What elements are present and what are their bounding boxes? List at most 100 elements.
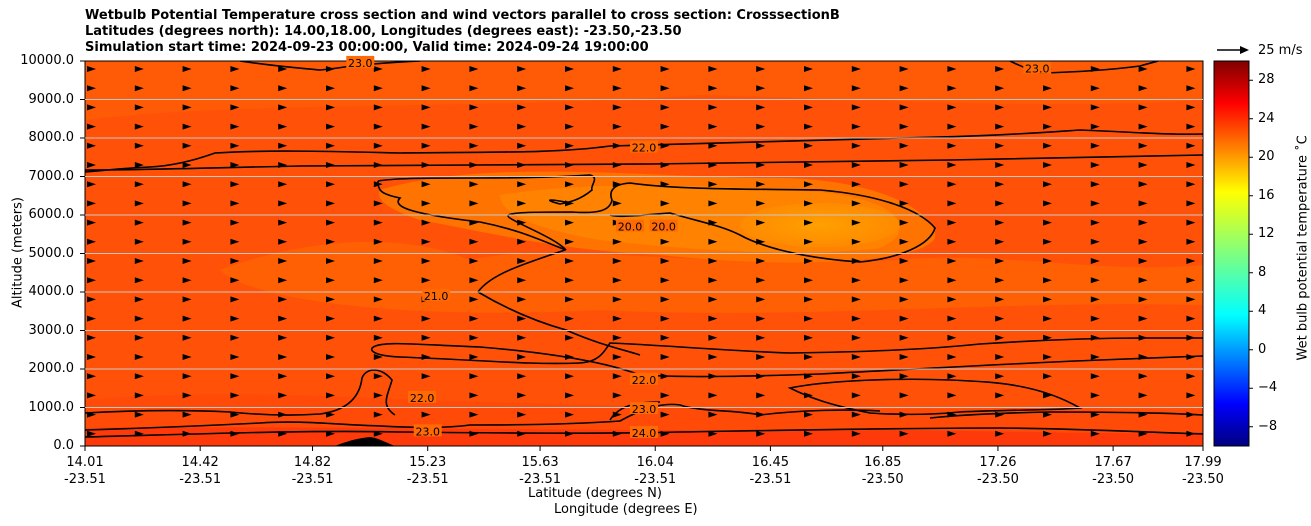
wind-arrow <box>373 142 383 149</box>
wind-arrow <box>995 238 1005 245</box>
wind-arrow <box>87 277 96 284</box>
wind-arrow <box>326 142 335 149</box>
wind-arrow <box>565 411 574 418</box>
wind-arrow <box>421 104 431 111</box>
quiver-key-label: 25 m/s <box>1258 43 1303 58</box>
wind-arrow <box>1090 162 1100 168</box>
y-tick-label: 4000.0 <box>28 284 75 299</box>
x-tick-label: 15.23 -23.51 <box>388 454 468 488</box>
x-tick-longitude: -23.50 <box>1092 472 1135 487</box>
wind-arrow <box>326 123 335 130</box>
wind-arrow <box>469 258 479 264</box>
wind-arrow <box>947 258 957 264</box>
wind-arrow <box>230 66 240 72</box>
wind-arrow <box>1138 238 1148 245</box>
x-tick-longitude: -23.51 <box>634 472 677 487</box>
wind-arrow <box>1090 411 1100 418</box>
contour-label-bg <box>615 219 644 232</box>
wind-arrow <box>278 392 288 399</box>
wind-arrow <box>756 354 766 360</box>
wind-arrow <box>421 123 431 130</box>
wind-arrow <box>182 142 192 149</box>
wind-arrow <box>87 104 96 111</box>
wind-arrow <box>995 200 1005 207</box>
wind-arrow <box>182 296 192 303</box>
contour-label-bg <box>413 424 442 437</box>
wind-arrow <box>708 104 718 111</box>
wind-arrow <box>373 354 383 360</box>
wind-arrow <box>899 334 909 341</box>
y-tick-label: 2000.0 <box>28 361 75 376</box>
wind-arrow <box>708 334 718 341</box>
wind-arrow <box>612 162 622 168</box>
x-tick-label: 17.99 -23.50 <box>1163 454 1243 488</box>
wind-arrow <box>421 238 431 245</box>
wind-arrow <box>708 450 717 456</box>
wind-arrow <box>899 392 909 399</box>
wind-arrow <box>230 123 240 130</box>
wind-arrow <box>804 392 813 399</box>
wind-arrow <box>1138 258 1148 264</box>
wind-arrow <box>134 181 144 188</box>
wind-arrow <box>660 296 670 303</box>
wind-arrow <box>947 354 957 360</box>
colorbar-tick-label: 16 <box>1258 187 1275 203</box>
wind-arrow <box>278 430 288 437</box>
wind-arrow <box>660 392 670 399</box>
wind-arrow <box>612 430 622 437</box>
wind-arrow <box>134 411 144 418</box>
wind-arrow <box>517 277 527 284</box>
wind-arrow <box>708 162 718 168</box>
wind-arrow <box>565 430 574 437</box>
wind-arrow <box>326 200 335 207</box>
wind-arrow <box>660 411 670 418</box>
wind-arrow <box>947 277 957 284</box>
wind-arrow <box>756 181 766 188</box>
wind-arrow <box>230 392 240 399</box>
wind-arrow <box>1043 277 1052 284</box>
wind-arrow <box>947 66 957 72</box>
contour-label-bg <box>408 390 437 403</box>
wind-arrow <box>1090 354 1100 360</box>
wind-arrow <box>1090 66 1100 72</box>
wind-arrow <box>134 219 144 226</box>
wind-arrow <box>230 277 240 284</box>
wind-arrow <box>182 411 192 418</box>
wind-arrow <box>134 162 144 168</box>
wind-arrow <box>756 430 766 437</box>
wind-arrow <box>326 373 335 380</box>
x-tick-label: 14.42 -23.51 <box>160 454 240 488</box>
wind-arrow <box>517 334 527 341</box>
wind-arrow <box>87 411 96 418</box>
contour-label: 20.0 <box>651 221 676 234</box>
wind-arrow <box>326 277 335 284</box>
wind-arrow <box>182 162 192 168</box>
wind-arrow <box>851 277 861 284</box>
wind-arrow <box>565 354 574 360</box>
wind-arrow <box>469 411 479 418</box>
wind-arrow <box>660 354 670 360</box>
wind-arrow <box>517 238 527 245</box>
wind-arrow <box>421 354 431 360</box>
wind-arrow <box>995 258 1005 264</box>
wind-arrow <box>660 123 670 130</box>
wind-arrow <box>278 258 288 264</box>
wind-arrow <box>278 373 288 380</box>
wind-arrow <box>708 258 718 264</box>
wind-arrow <box>421 85 431 92</box>
wind-arrow <box>278 123 288 130</box>
wind-arrow <box>469 392 479 399</box>
wind-arrow <box>469 200 479 207</box>
wind-arrow <box>1090 123 1100 130</box>
wind-arrow <box>995 354 1005 360</box>
wind-arrow <box>1186 277 1196 284</box>
wind-arrow <box>899 430 909 437</box>
wind-arrow <box>660 277 670 284</box>
wind-arrow <box>660 181 670 188</box>
contour-label: 23.0 <box>632 403 657 416</box>
filled-field <box>85 61 1203 456</box>
wind-arrow <box>1090 373 1100 380</box>
contour-label: 22.0 <box>410 392 435 405</box>
wind-arrow <box>851 411 861 418</box>
wind-arrow <box>326 430 335 437</box>
